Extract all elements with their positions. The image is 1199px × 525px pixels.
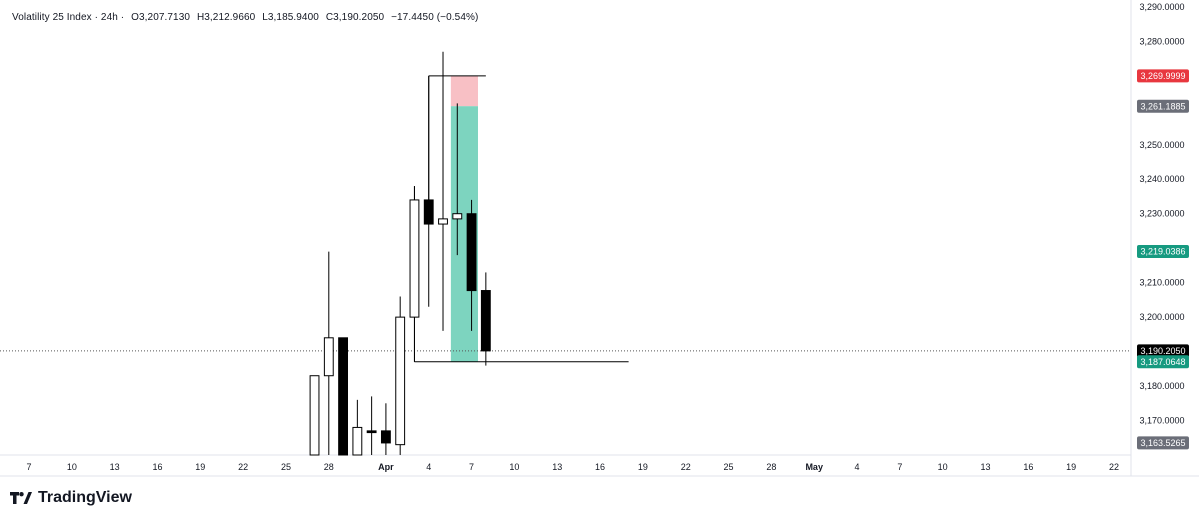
- price-tick-label: 3,290.0000: [1139, 2, 1184, 12]
- time-tick-label: 25: [724, 462, 734, 472]
- tradingview-brand[interactable]: TradingView: [10, 489, 132, 507]
- price-badge-label: 3,187.0648: [1140, 357, 1185, 367]
- legend-open: O3,207.7130: [131, 12, 191, 23]
- time-tick-label: 16: [152, 462, 162, 472]
- time-tick-label: 13: [110, 462, 120, 472]
- price-badge-label: 3,219.0386: [1140, 247, 1185, 257]
- legend-change: −17.4450 (−0.54%): [391, 12, 479, 23]
- candles-layer: [309, 75, 491, 456]
- price-badge-label: 3,163.5265: [1140, 438, 1185, 448]
- candle-body: [452, 213, 463, 220]
- candle-body: [323, 337, 334, 377]
- time-tick-label: 19: [1066, 462, 1076, 472]
- time-tick-label: 22: [681, 462, 691, 472]
- time-tick-label: 28: [766, 462, 776, 472]
- time-tick-label: 4: [426, 462, 431, 472]
- candle-body: [380, 430, 391, 444]
- price-tick-label: 3,250.0000: [1139, 140, 1184, 150]
- time-tick-label: 28: [324, 462, 334, 472]
- time-tick-label: 13: [552, 462, 562, 472]
- time-tick-label: 10: [67, 462, 77, 472]
- price-badge-label: 3,261.1885: [1140, 101, 1185, 111]
- legend-symbol: Volatility 25 Index · 24h ·: [12, 12, 125, 23]
- price-tick-label: 3,230.0000: [1139, 209, 1184, 219]
- brand-name: TradingView: [38, 489, 132, 506]
- time-tick-label: 16: [1023, 462, 1033, 472]
- tradingview-logo-icon: [10, 492, 32, 504]
- legend-close: C3,190.2050: [325, 12, 385, 23]
- time-tick-label: 19: [638, 462, 648, 472]
- time-tick-label: 7: [897, 462, 902, 472]
- legend-low: L3,185.9400: [262, 12, 319, 23]
- candle-body: [309, 375, 320, 456]
- time-tick-label: 19: [195, 462, 205, 472]
- time-tick-label: 16: [595, 462, 605, 472]
- time-tick-label: May: [805, 462, 823, 472]
- time-tick-label: 13: [981, 462, 991, 472]
- candle-body: [366, 430, 377, 434]
- price-tick-label: 3,200.0000: [1139, 312, 1184, 322]
- time-tick-label: 10: [938, 462, 948, 472]
- time-tick-label: 22: [1109, 462, 1119, 472]
- price-tick-label: 3,170.0000: [1139, 416, 1184, 426]
- axes-layer: 3,170.0000 3,180.0000 3,200.0000 3,210.0000…: [0, 0, 1199, 477]
- time-tick-label: 4: [855, 462, 860, 472]
- candle-body: [480, 290, 491, 352]
- candle-body: [352, 426, 363, 456]
- price-badges-layer: 3,269.9999 3,261.1885 3,219.0386 3,190.2050…: [1137, 69, 1189, 450]
- price-tick-label: 3,280.0000: [1139, 36, 1184, 46]
- price-badge: [1137, 244, 1189, 258]
- symbol-legend: Volatility 25 Index · 24h · O3,207.7130 …: [12, 12, 482, 23]
- price-tick-label: 3,180.0000: [1139, 381, 1184, 391]
- price-tick-label: 3,240.0000: [1139, 174, 1184, 184]
- candle-body: [438, 218, 448, 225]
- price-badge: [1137, 99, 1189, 113]
- legend-high: H3,212.9660: [196, 12, 256, 23]
- time-tick-label: 25: [281, 462, 291, 472]
- candle-body: [423, 199, 434, 225]
- candle-body: [409, 199, 420, 318]
- candle-body: [466, 213, 477, 292]
- candle-body: [395, 316, 406, 446]
- price-badge-label: 3,269.9999: [1140, 71, 1185, 81]
- price-badge: [1137, 436, 1189, 450]
- time-tick-label: Apr: [378, 462, 394, 472]
- candle-body: [338, 337, 349, 456]
- time-tick-label: 7: [469, 462, 474, 472]
- price-badge: [1137, 355, 1189, 369]
- stop-loss-zone: [450, 75, 478, 107]
- time-tick-label: 22: [238, 462, 248, 472]
- price-badge-label: 3,190.2050: [1140, 346, 1185, 356]
- time-tick-label: 10: [509, 462, 519, 472]
- price-tick-label: 3,210.0000: [1139, 278, 1184, 288]
- drawing-lines-layer: [0, 51, 1131, 363]
- time-tick-label: 7: [26, 462, 31, 472]
- price-badge: [1137, 69, 1189, 83]
- price-badge: [1137, 344, 1189, 358]
